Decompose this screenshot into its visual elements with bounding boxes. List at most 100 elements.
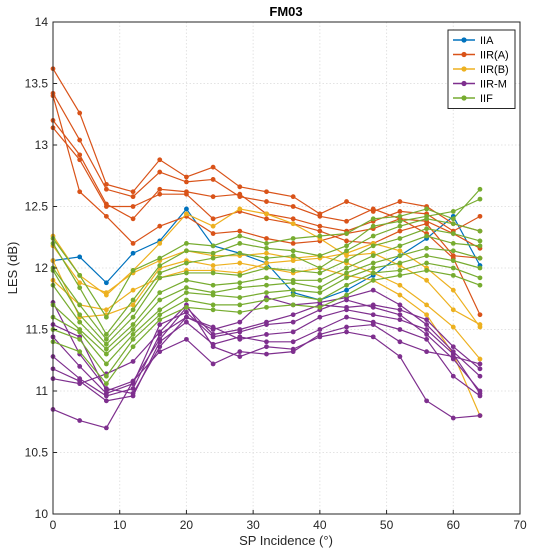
legend-label: IIA — [480, 35, 494, 47]
data-point — [130, 359, 136, 364]
data-point — [237, 280, 243, 286]
legend-item: IIF — [453, 93, 493, 105]
data-point — [210, 231, 216, 236]
data-point — [290, 194, 296, 200]
data-point — [77, 280, 83, 286]
data-point — [130, 216, 136, 222]
data-point — [210, 361, 216, 367]
data-point — [424, 260, 429, 266]
data-point — [477, 282, 483, 288]
data-point — [450, 307, 456, 313]
data-point — [424, 332, 429, 337]
data-point — [424, 253, 429, 259]
data-point — [237, 285, 243, 291]
data-point — [370, 233, 376, 239]
data-point — [424, 327, 429, 332]
data-point — [264, 216, 269, 222]
data-point — [237, 272, 243, 278]
data-point — [237, 349, 243, 355]
data-point — [370, 312, 376, 318]
data-point — [237, 250, 243, 256]
x-axis-label: SP Incidence (°) — [239, 533, 333, 548]
data-point — [130, 344, 136, 350]
data-point — [264, 189, 269, 195]
data-point — [397, 327, 403, 332]
data-point — [77, 254, 83, 260]
data-point — [77, 137, 83, 143]
data-point — [264, 236, 269, 241]
data-point — [77, 189, 83, 195]
data-point — [130, 391, 136, 396]
data-point — [424, 302, 429, 308]
data-point — [370, 322, 376, 327]
data-point — [344, 265, 349, 271]
data-point — [424, 277, 429, 283]
data-point — [157, 241, 163, 246]
data-point — [77, 381, 83, 387]
data-point — [264, 339, 269, 345]
data-point — [370, 223, 376, 229]
data-point — [477, 238, 483, 244]
data-point — [450, 349, 456, 355]
data-point — [397, 302, 403, 308]
data-point — [264, 297, 269, 303]
data-point — [157, 312, 163, 318]
data-point — [477, 228, 483, 234]
data-point — [290, 241, 296, 246]
data-point — [77, 349, 83, 355]
data-point — [424, 336, 429, 342]
data-point — [237, 354, 243, 359]
data-point — [130, 322, 136, 327]
data-point — [210, 270, 216, 276]
data-point — [424, 312, 429, 318]
data-point — [344, 248, 349, 254]
data-point — [264, 304, 269, 310]
data-point — [103, 213, 109, 219]
data-point — [184, 336, 189, 342]
data-point — [397, 209, 403, 214]
data-point — [184, 277, 189, 283]
data-point — [317, 270, 323, 276]
data-point — [157, 344, 163, 350]
data-point — [397, 312, 403, 318]
data-point — [237, 228, 243, 234]
data-point — [397, 354, 403, 359]
data-point — [264, 211, 269, 217]
data-point — [397, 292, 403, 298]
data-point — [77, 157, 83, 163]
data-point — [477, 324, 483, 330]
data-point — [397, 317, 403, 323]
data-point — [290, 253, 296, 259]
data-point — [290, 248, 296, 254]
data-point — [290, 339, 296, 345]
data-point — [477, 356, 483, 362]
y-tick-label: 13.5 — [25, 77, 49, 91]
chart-title: FM03 — [269, 4, 302, 19]
data-point — [103, 393, 109, 399]
y-tick-label: 11 — [36, 384, 49, 398]
data-point — [210, 282, 216, 288]
data-point — [157, 307, 163, 313]
data-point — [450, 258, 456, 264]
data-point — [290, 221, 296, 227]
data-point — [77, 152, 83, 158]
data-point — [77, 329, 83, 335]
data-point — [210, 250, 216, 256]
data-point — [290, 312, 296, 318]
data-point — [103, 336, 109, 342]
data-point — [103, 388, 109, 394]
y-tick-label: 14 — [35, 15, 49, 29]
legend-label: IIF — [480, 93, 493, 105]
data-point — [237, 302, 243, 308]
data-point — [344, 238, 349, 244]
data-point — [103, 346, 109, 352]
data-point — [157, 275, 163, 281]
data-point — [317, 314, 323, 320]
data-point — [450, 216, 456, 222]
data-point — [264, 199, 269, 204]
legend: IIA IIR(A) IIR(B) IIR-M IIF — [447, 29, 516, 109]
data-point — [477, 413, 483, 418]
data-point — [184, 309, 189, 315]
data-point — [344, 292, 349, 298]
data-point — [184, 241, 189, 246]
